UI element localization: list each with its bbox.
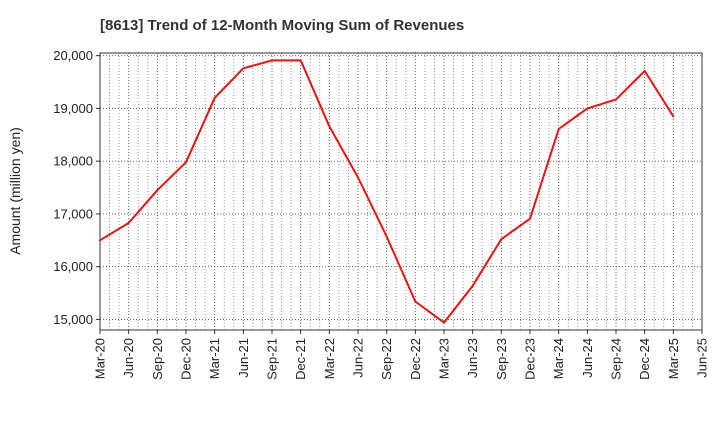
plot-area: 20,00019,00018,00017,00016,00015,000Mar-… <box>53 48 709 380</box>
x-tick-label: Dec-23 <box>523 338 538 380</box>
y-axis-label: Amount (million yen) <box>7 127 23 255</box>
y-tick-label: 17,000 <box>53 206 93 221</box>
x-tick-label: Mar-23 <box>437 338 452 379</box>
x-tick-label: Dec-21 <box>293 338 308 380</box>
x-tick-label: Jun-20 <box>121 338 136 378</box>
x-tick-label: Mar-20 <box>93 338 108 379</box>
y-tick-label: 19,000 <box>53 101 93 116</box>
x-tick-label: Mar-22 <box>322 338 337 379</box>
series-line <box>99 59 675 324</box>
x-tick-label: Sep-21 <box>265 338 280 380</box>
x-tick-label: Sep-22 <box>379 338 394 380</box>
x-tick-label: Dec-24 <box>637 338 652 380</box>
y-tick-label: 18,000 <box>53 154 93 169</box>
x-tick-label: Sep-20 <box>150 338 165 380</box>
x-tick-label: Dec-22 <box>408 338 423 380</box>
x-tick-label: Jun-23 <box>465 338 480 378</box>
x-tick-label: Jun-25 <box>695 338 710 378</box>
y-tick-label: 16,000 <box>53 259 93 274</box>
x-tick-label: Jun-22 <box>351 338 366 378</box>
y-tick-label: 20,000 <box>53 48 93 63</box>
y-tick-label: 15,000 <box>53 312 93 327</box>
x-tick-label: Jun-24 <box>580 338 595 378</box>
x-tick-label: Jun-21 <box>236 338 251 378</box>
x-tick-label: Sep-23 <box>494 338 509 380</box>
chart-title: [8613] Trend of 12-Month Moving Sum of R… <box>100 17 464 34</box>
x-tick-label: Mar-21 <box>207 338 222 379</box>
x-tick-label: Dec-20 <box>179 338 194 380</box>
x-tick-label: Sep-24 <box>609 338 624 380</box>
x-tick-label: Mar-25 <box>666 338 681 379</box>
plot-frame <box>99 52 703 331</box>
x-tick-label: Mar-24 <box>551 338 566 379</box>
